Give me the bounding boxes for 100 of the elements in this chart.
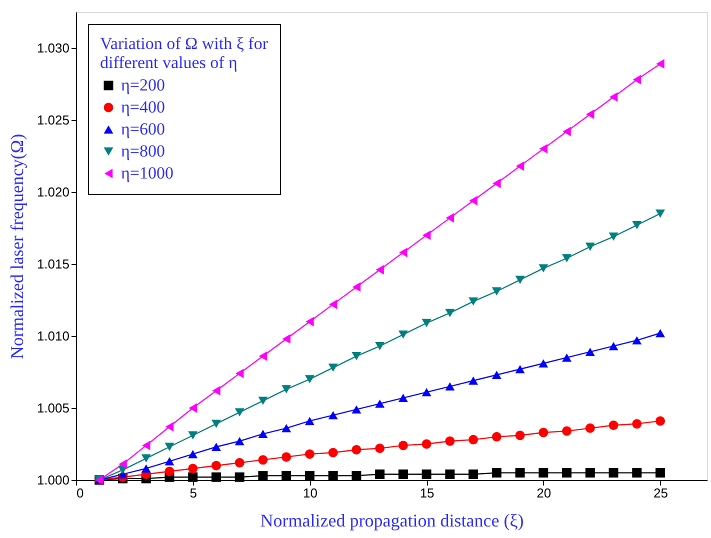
point bbox=[328, 470, 338, 480]
y-tick-label: 1.030 bbox=[36, 40, 70, 56]
point bbox=[632, 419, 642, 429]
point bbox=[328, 300, 338, 310]
y-tick-label: 1.020 bbox=[36, 184, 70, 200]
point bbox=[468, 469, 478, 479]
point bbox=[399, 248, 408, 258]
point bbox=[375, 444, 385, 454]
point bbox=[608, 232, 618, 241]
point bbox=[258, 351, 268, 361]
x-tick-label: 25 bbox=[654, 486, 668, 500]
point bbox=[492, 468, 502, 478]
point bbox=[585, 242, 595, 251]
point bbox=[188, 472, 198, 482]
point bbox=[445, 308, 455, 318]
point bbox=[562, 426, 572, 436]
point bbox=[585, 468, 595, 478]
legend-label: η=200 bbox=[121, 76, 165, 94]
point bbox=[375, 469, 385, 479]
point bbox=[352, 405, 362, 414]
point bbox=[188, 403, 197, 413]
point bbox=[352, 352, 362, 360]
point bbox=[656, 468, 666, 478]
point bbox=[469, 196, 478, 206]
point bbox=[352, 282, 361, 292]
point bbox=[445, 469, 455, 479]
point bbox=[164, 466, 174, 476]
point bbox=[258, 430, 268, 438]
point bbox=[398, 394, 408, 402]
point bbox=[632, 74, 641, 84]
point bbox=[608, 468, 618, 478]
y-tick-label: 1.010 bbox=[36, 328, 70, 344]
point bbox=[539, 144, 548, 154]
point bbox=[304, 470, 314, 480]
point bbox=[585, 348, 595, 356]
point bbox=[234, 437, 244, 446]
point bbox=[398, 330, 408, 339]
y-tick-label: 1.015 bbox=[36, 256, 70, 272]
point bbox=[538, 359, 548, 368]
point bbox=[468, 376, 478, 385]
point bbox=[306, 316, 314, 326]
point bbox=[282, 385, 292, 394]
point bbox=[234, 458, 244, 468]
point bbox=[492, 287, 502, 296]
point bbox=[585, 423, 595, 433]
x-tick-label: 20 bbox=[536, 486, 552, 500]
point bbox=[538, 264, 548, 272]
legend-label: η=400 bbox=[121, 98, 165, 116]
point bbox=[422, 230, 431, 240]
point bbox=[211, 442, 221, 451]
y-tick-label: 1.025 bbox=[36, 112, 70, 128]
x-tick-label: 15 bbox=[420, 486, 434, 500]
point bbox=[515, 468, 525, 478]
point bbox=[258, 470, 268, 480]
point bbox=[586, 109, 594, 119]
point bbox=[562, 353, 572, 362]
point bbox=[422, 439, 432, 449]
point bbox=[538, 428, 548, 438]
point bbox=[164, 457, 174, 466]
legend-label: η=600 bbox=[121, 120, 165, 138]
point bbox=[304, 375, 314, 384]
point bbox=[188, 450, 198, 458]
point bbox=[118, 459, 127, 469]
y-tick-label: 1.000 bbox=[36, 472, 70, 488]
point bbox=[632, 221, 642, 230]
point bbox=[492, 178, 501, 188]
point bbox=[165, 422, 174, 432]
y-tick-label: 1.005 bbox=[36, 400, 70, 416]
point bbox=[468, 434, 478, 444]
point bbox=[234, 472, 244, 482]
point bbox=[608, 342, 618, 350]
point bbox=[422, 318, 432, 328]
point bbox=[328, 364, 338, 372]
point bbox=[141, 454, 151, 463]
point bbox=[282, 470, 292, 480]
point bbox=[446, 213, 454, 223]
legend-label: η=800 bbox=[121, 142, 165, 160]
point bbox=[188, 464, 198, 474]
point bbox=[282, 334, 290, 344]
point bbox=[304, 449, 314, 459]
x-tick-label: 10 bbox=[302, 486, 318, 500]
point bbox=[516, 161, 524, 171]
point bbox=[609, 92, 618, 102]
point bbox=[304, 416, 314, 426]
point bbox=[398, 469, 408, 479]
point bbox=[656, 209, 665, 218]
point bbox=[515, 365, 525, 374]
point bbox=[468, 297, 478, 306]
point bbox=[445, 436, 455, 446]
point bbox=[282, 424, 292, 432]
point bbox=[141, 464, 151, 473]
point bbox=[632, 336, 642, 344]
point bbox=[211, 420, 221, 428]
point bbox=[492, 432, 502, 442]
point bbox=[376, 265, 384, 275]
point bbox=[422, 469, 432, 479]
point bbox=[656, 329, 665, 338]
point bbox=[656, 59, 664, 69]
point bbox=[211, 472, 221, 482]
point bbox=[188, 431, 198, 440]
